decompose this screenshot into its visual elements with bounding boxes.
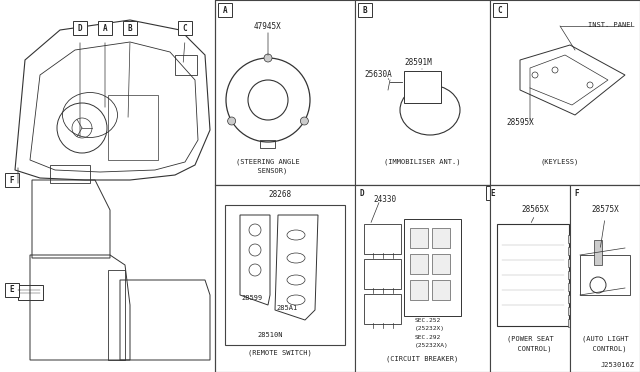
FancyBboxPatch shape: [355, 186, 369, 200]
Bar: [432, 254, 450, 274]
Bar: [18, 285, 43, 300]
FancyBboxPatch shape: [404, 219, 461, 316]
Text: (REMOTE SWITCH): (REMOTE SWITCH): [248, 350, 312, 356]
Text: E: E: [10, 285, 14, 295]
Text: (POWER SEAT: (POWER SEAT: [507, 335, 554, 341]
Text: 24330: 24330: [373, 195, 397, 204]
Text: SEC.292: SEC.292: [415, 335, 441, 340]
Bar: [215, 0, 355, 185]
Bar: [568, 259, 576, 267]
Text: (IMMOBILISER ANT.): (IMMOBILISER ANT.): [384, 158, 460, 164]
FancyBboxPatch shape: [5, 173, 19, 187]
Bar: [355, 0, 490, 185]
Text: 285A1: 285A1: [276, 305, 298, 311]
FancyBboxPatch shape: [364, 259, 401, 289]
Bar: [215, 185, 355, 372]
FancyBboxPatch shape: [570, 186, 584, 200]
Bar: [568, 319, 576, 327]
Text: CONTROL): CONTROL): [584, 345, 627, 352]
Text: (KEYLESS): (KEYLESS): [541, 158, 579, 164]
Bar: [410, 228, 428, 248]
Bar: [580, 255, 630, 295]
Bar: [108, 95, 158, 160]
Text: INST. PANEL: INST. PANEL: [588, 22, 635, 28]
Bar: [5, 10, 210, 365]
Text: E: E: [491, 189, 495, 198]
Text: SEC.252: SEC.252: [415, 318, 441, 323]
Circle shape: [300, 117, 308, 125]
Text: 28591M: 28591M: [404, 58, 432, 67]
Text: D: D: [360, 189, 364, 198]
Text: A: A: [223, 6, 227, 15]
Text: B: B: [363, 6, 367, 15]
Bar: [568, 271, 576, 279]
Text: 47945X: 47945X: [254, 22, 282, 31]
FancyBboxPatch shape: [123, 21, 137, 35]
Text: SENSOR): SENSOR): [249, 167, 287, 173]
FancyBboxPatch shape: [5, 283, 19, 297]
FancyBboxPatch shape: [364, 294, 401, 324]
FancyBboxPatch shape: [178, 21, 192, 35]
Bar: [355, 185, 490, 372]
FancyBboxPatch shape: [486, 186, 500, 200]
Bar: [490, 0, 640, 185]
Bar: [432, 280, 450, 300]
Text: 28268: 28268: [268, 190, 292, 199]
FancyBboxPatch shape: [73, 21, 87, 35]
Bar: [568, 295, 576, 303]
FancyBboxPatch shape: [364, 224, 401, 254]
Bar: [568, 247, 576, 255]
Text: 28510N: 28510N: [257, 332, 283, 338]
Text: J253016Z: J253016Z: [601, 362, 635, 368]
Text: B: B: [128, 23, 132, 32]
Bar: [225, 205, 345, 345]
FancyBboxPatch shape: [98, 21, 112, 35]
Bar: [568, 235, 576, 243]
FancyBboxPatch shape: [404, 71, 441, 103]
Bar: [175, 55, 197, 75]
Bar: [490, 185, 570, 372]
Text: (AUTO LIGHT: (AUTO LIGHT: [582, 335, 628, 341]
FancyBboxPatch shape: [497, 224, 569, 326]
Bar: [568, 283, 576, 291]
FancyBboxPatch shape: [493, 3, 507, 17]
Text: F: F: [575, 189, 579, 198]
Text: (25232X): (25232X): [415, 326, 445, 331]
Text: A: A: [102, 23, 108, 32]
Text: C: C: [498, 6, 502, 15]
Text: (STEERING ANGLE: (STEERING ANGLE: [236, 158, 300, 164]
Text: 28595X: 28595X: [506, 118, 534, 127]
Bar: [410, 254, 428, 274]
Bar: [410, 280, 428, 300]
Text: 28599: 28599: [241, 295, 262, 301]
Text: (CIRCUIT BREAKER): (CIRCUIT BREAKER): [386, 355, 458, 362]
Bar: [594, 240, 602, 265]
Text: 28565X: 28565X: [521, 205, 549, 214]
Bar: [50, 165, 90, 183]
Text: 28575X: 28575X: [591, 205, 619, 214]
Circle shape: [264, 54, 272, 62]
Bar: [568, 307, 576, 315]
Bar: [570, 185, 640, 372]
FancyBboxPatch shape: [358, 3, 372, 17]
Text: CONTROL): CONTROL): [509, 345, 551, 352]
Text: D: D: [77, 23, 83, 32]
Text: C: C: [182, 23, 188, 32]
Text: (25232XA): (25232XA): [415, 343, 449, 348]
Circle shape: [228, 117, 236, 125]
Bar: [432, 228, 450, 248]
FancyBboxPatch shape: [218, 3, 232, 17]
Text: 25630A: 25630A: [364, 70, 392, 79]
Text: F: F: [10, 176, 14, 185]
